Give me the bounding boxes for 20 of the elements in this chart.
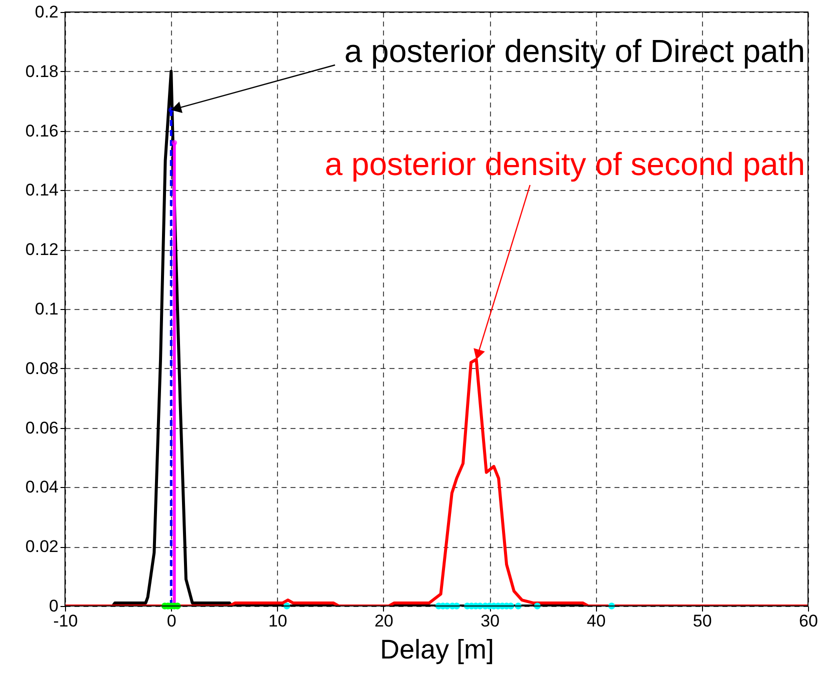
x-tick-label: 0 bbox=[166, 612, 176, 630]
y-tick-label: 0.18 bbox=[25, 62, 58, 81]
y-tick-label: 0.08 bbox=[25, 358, 58, 378]
y-tick-label: 0.2 bbox=[34, 2, 58, 22]
annotation: a posterior density of Direct path bbox=[344, 33, 805, 69]
y-tick-label: 0.04 bbox=[25, 478, 58, 497]
annotation: a posterior density of second path bbox=[324, 146, 805, 182]
y-tick-label: 0.16 bbox=[25, 121, 58, 140]
y-tick-label: 0.02 bbox=[25, 537, 58, 556]
y-tick-label: 0.06 bbox=[25, 418, 58, 438]
x-tick-label: 60 bbox=[799, 612, 818, 630]
x-tick-label: 30 bbox=[480, 612, 500, 630]
x-tick-label: 10 bbox=[268, 612, 288, 630]
x-tick-label: 50 bbox=[692, 612, 712, 630]
x-tick-label: 20 bbox=[374, 612, 394, 630]
y-tick-label: 0.14 bbox=[25, 180, 58, 200]
y-tick-label: 0.12 bbox=[25, 240, 58, 260]
x-tick-label: 40 bbox=[586, 612, 606, 630]
x-axis-title: Delay [m] bbox=[380, 634, 494, 664]
y-tick-label: 0.1 bbox=[34, 300, 58, 318]
